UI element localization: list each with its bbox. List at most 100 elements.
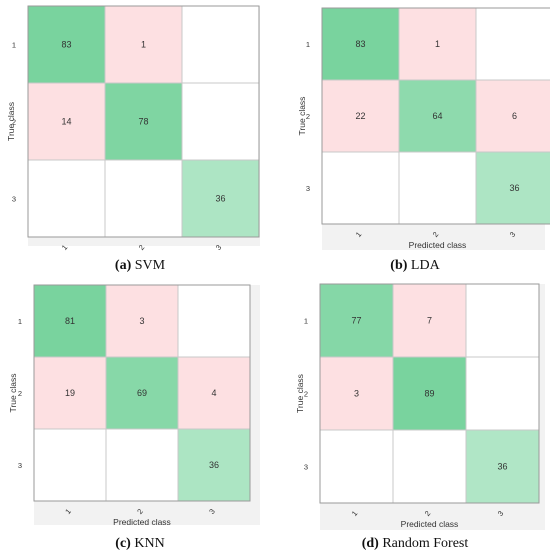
matrix-cell-r1-c1 bbox=[27, 5, 106, 84]
col-tick-label: 2 bbox=[431, 230, 441, 239]
cell-value-r3-c3: 36 bbox=[497, 462, 507, 472]
col-tick-label: 3 bbox=[214, 243, 224, 252]
matrix-cell-r3-c3 bbox=[475, 151, 550, 225]
cell-value-r1-c2: 3 bbox=[139, 316, 144, 326]
matrix-cell-r3-c2 bbox=[105, 428, 179, 502]
caption-text: LDA bbox=[410, 258, 440, 273]
col-tick-label: 3 bbox=[496, 509, 506, 518]
caption-letter: (d) bbox=[361, 536, 379, 551]
col-tick-label: 3 bbox=[508, 230, 518, 239]
caption-svm: (a) SVM bbox=[5, 258, 275, 274]
matrix-cell-r1-c3 bbox=[177, 284, 251, 358]
matrix-cell-r3-c1 bbox=[321, 151, 400, 225]
matrix-outline bbox=[33, 284, 251, 502]
cell-value-r2-c1: 3 bbox=[354, 389, 359, 399]
matrix-cell-r1-c3 bbox=[475, 7, 550, 81]
panel-lda: 83 1 22 64 6 36 1 2 3 1 2 3 True class Predicted clas… bbox=[275, 0, 550, 278]
cell-value-r1-c2: 7 bbox=[427, 316, 432, 326]
matrix-outline bbox=[321, 7, 550, 225]
matrix-cell-r2-c1 bbox=[27, 82, 106, 161]
matrix-cell-r2-c3 bbox=[177, 356, 251, 430]
col-tick-label: 1 bbox=[60, 243, 70, 252]
cell-value-r3-c3: 36 bbox=[215, 194, 225, 204]
row-tick-label: 1 bbox=[306, 40, 310, 49]
row-tick-label: 1 bbox=[12, 41, 16, 50]
cell-value-r2-c3: 6 bbox=[512, 111, 517, 121]
cell-value-r2-c1: 19 bbox=[65, 388, 75, 398]
panel-svm: 83 1 14 78 36 1 2 3 1 2 3 True class (a) SVM bbox=[0, 0, 275, 278]
matrix-cell-r3-c2 bbox=[398, 151, 477, 225]
y-axis-label: True class bbox=[8, 374, 18, 413]
caption-text: KNN bbox=[134, 536, 165, 551]
col-tick-label: 2 bbox=[135, 507, 145, 516]
caption-letter: (a) bbox=[114, 258, 132, 273]
matrix-outline bbox=[319, 283, 540, 504]
x-axis-label: Predicted class bbox=[409, 240, 467, 250]
cell-value-r2-c3: 4 bbox=[211, 388, 216, 398]
row-tick-label: 3 bbox=[18, 461, 22, 470]
row-tick-label: 3 bbox=[12, 195, 16, 204]
cell-value-r1-c1: 77 bbox=[351, 316, 361, 326]
matrix-cell-r1-c3 bbox=[181, 5, 260, 84]
matrix-cell-r3-c1 bbox=[27, 159, 106, 238]
matrix-cell-r2-c1 bbox=[33, 356, 107, 430]
caption-letter: (c) bbox=[115, 536, 131, 551]
caption-lda: (b) LDA bbox=[280, 258, 550, 274]
row-tick-label: 1 bbox=[18, 317, 22, 326]
caption-random-forest: (d) Random Forest bbox=[280, 536, 550, 552]
cell-value-r1-c1: 81 bbox=[65, 316, 75, 326]
cell-value-r2-c1: 14 bbox=[61, 117, 71, 127]
caption-letter: (b) bbox=[390, 258, 408, 273]
y-axis-label: True class bbox=[6, 102, 16, 141]
cell-value-r2-c2: 78 bbox=[138, 117, 148, 127]
cell-value-r1-c2: 1 bbox=[435, 39, 440, 49]
row-tick-label: 2 bbox=[304, 390, 308, 399]
matrix-cell-r1-c3 bbox=[465, 283, 540, 358]
matrix-cell-r2-c3 bbox=[475, 79, 550, 153]
matrix-cell-r2-c3 bbox=[181, 82, 260, 161]
col-tick-label: 2 bbox=[137, 243, 147, 252]
x-axis-label: Predicted class bbox=[113, 517, 171, 527]
matrix-cell-r3-c1 bbox=[33, 428, 107, 502]
row-tick-label: 2 bbox=[306, 112, 310, 121]
matrix-outline bbox=[27, 5, 260, 238]
col-tick-label: 1 bbox=[354, 230, 364, 239]
y-axis-label: True class bbox=[295, 374, 305, 413]
panel-knn: 81 3 19 69 4 36 1 2 3 1 2 3 True class Predicted clas… bbox=[0, 278, 275, 558]
row-tick-label: 2 bbox=[18, 389, 22, 398]
row-tick-label: 3 bbox=[306, 184, 310, 193]
confusion-matrix-knn: 81 3 19 69 4 36 1 2 3 1 2 3 True class Predicted clas… bbox=[8, 284, 260, 527]
confusion-matrix-svm: 83 1 14 78 36 1 2 3 1 2 3 True class bbox=[6, 5, 260, 252]
cell-value-r1-c2: 1 bbox=[141, 40, 146, 50]
matrix-cell-r3-c2 bbox=[104, 159, 183, 238]
row-tick-label: 1 bbox=[304, 317, 308, 326]
matrix-cell-r3-c3 bbox=[177, 428, 251, 502]
col-tick-label: 1 bbox=[350, 509, 360, 518]
cell-value-r3-c3: 36 bbox=[509, 183, 519, 193]
y-axis-label: True class bbox=[297, 97, 307, 136]
matrix-cell-r2-c2 bbox=[105, 356, 179, 430]
caption-text: SVM bbox=[134, 258, 166, 273]
cell-value-r1-c1: 83 bbox=[61, 40, 71, 50]
matrix-cell-r3-c3 bbox=[465, 429, 540, 504]
cell-value-r2-c2: 64 bbox=[432, 111, 442, 121]
row-tick-label: 2 bbox=[12, 118, 16, 127]
matrix-cell-r3-c1 bbox=[319, 429, 394, 504]
row-tick-label: 3 bbox=[304, 463, 308, 472]
col-tick-label: 3 bbox=[207, 507, 217, 516]
caption-knn: (c) KNN bbox=[5, 536, 275, 552]
matrix-cell-r2-c1 bbox=[321, 79, 400, 153]
matrix-cell-r1-c2 bbox=[105, 284, 179, 358]
panel-random-forest: 77 7 3 89 36 1 2 3 1 2 3 True class Predicted class … bbox=[275, 278, 550, 558]
cell-value-r2-c2: 89 bbox=[424, 389, 434, 399]
matrix-cell-r1-c2 bbox=[392, 283, 467, 358]
cell-value-r2-c1: 22 bbox=[355, 111, 365, 121]
matrix-cell-r2-c3 bbox=[465, 356, 540, 431]
caption-text: Random Forest bbox=[382, 536, 469, 551]
matrix-cell-r3-c2 bbox=[392, 429, 467, 504]
col-tick-label: 1 bbox=[63, 507, 73, 516]
cell-value-r3-c3: 36 bbox=[209, 460, 219, 470]
col-tick-label: 2 bbox=[423, 509, 433, 518]
